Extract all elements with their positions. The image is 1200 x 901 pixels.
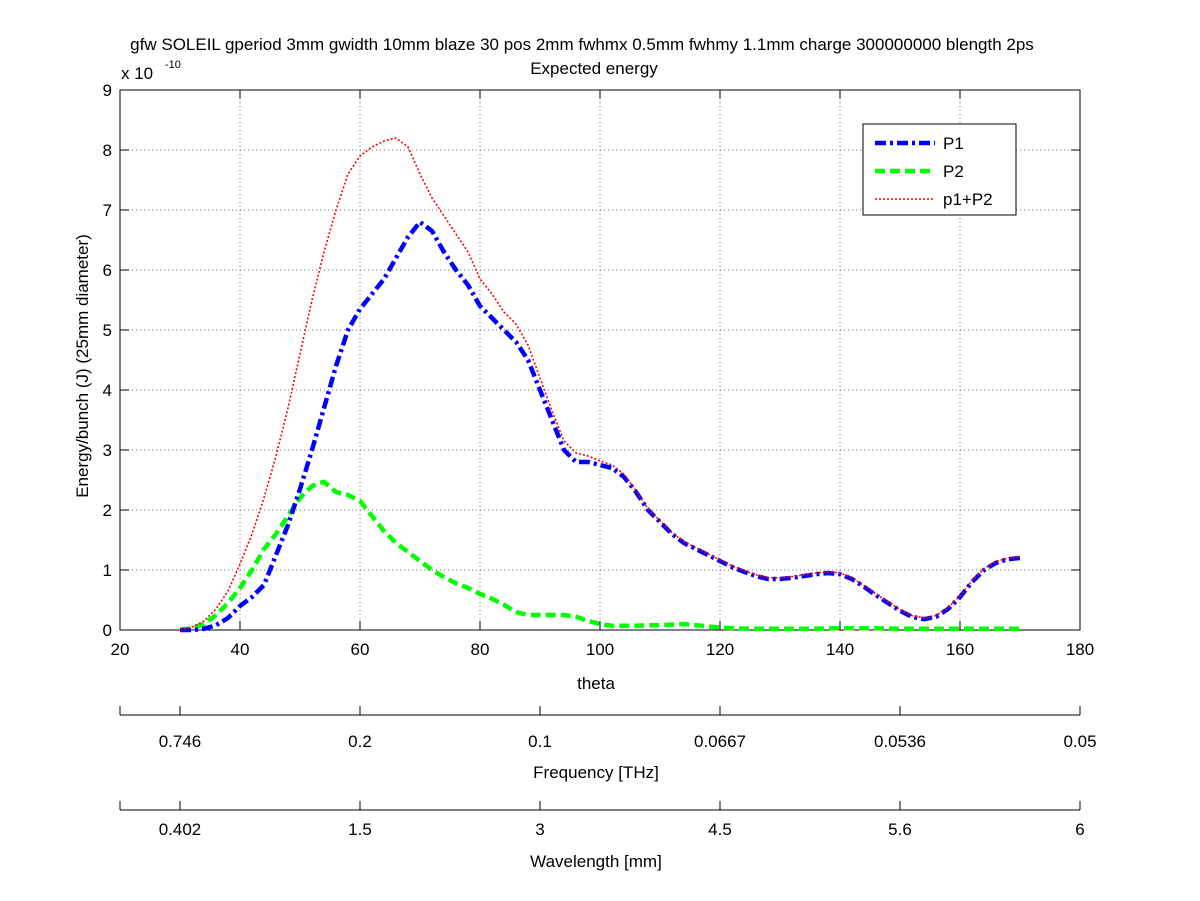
x-tick-label: 160 — [946, 640, 974, 659]
axes: 20 40 60 80 100 120 140 160 180 0 1 2 3 4 5 6 7 8 9 — [103, 81, 1095, 659]
wavelength-axis-label: Wavelength [mm] — [530, 852, 662, 871]
y-tick-label: 8 — [103, 141, 112, 160]
y-tick-label: 3 — [103, 441, 112, 460]
y-axis-label: Energy/bunch (J) (25mm diameter) — [73, 234, 92, 498]
wavelength-tick-label: 6 — [1075, 820, 1084, 839]
y-multiplier: x 10 -10 — [121, 59, 181, 83]
series-line-p1-p2 — [179, 137, 1021, 631]
legend-entry-label: P1 — [943, 134, 964, 153]
x-tick-label: 100 — [586, 640, 614, 659]
series-layer — [179, 137, 1021, 633]
chart-title: gfw SOLEIL gperiod 3mm gwidth 10mm blaze… — [130, 35, 1034, 54]
legend-entry-label: p1+P2 — [943, 190, 993, 209]
frequency-tick-label: 0.0667 — [694, 732, 746, 751]
x-axis-label: theta — [577, 674, 615, 693]
wavelength-tick-label: 3 — [535, 820, 544, 839]
y-tick-label: 2 — [103, 501, 112, 520]
frequency-tick-label: 0.746 — [159, 732, 202, 751]
x-tick-label: 120 — [706, 640, 734, 659]
chart-subtitle: Expected energy — [530, 59, 658, 78]
y-multiplier-base: x 10 — [121, 64, 153, 83]
x-tick-label: 80 — [471, 640, 490, 659]
wavelength-tick-label: 5.6 — [888, 820, 912, 839]
y-tick-label: 7 — [103, 201, 112, 220]
y-tick-label: 0 — [103, 621, 112, 640]
y-tick-label: 4 — [103, 381, 112, 400]
x-tick-label: 40 — [231, 640, 250, 659]
y-tick-label: 6 — [103, 261, 112, 280]
legend-entry-label: P2 — [943, 162, 964, 181]
series-line-p1 — [180, 219, 1021, 633]
frequency-tick-label: 0.0536 — [874, 732, 926, 751]
y-tick-label: 1 — [103, 561, 112, 580]
frequency-axis-label: Frequency [THz] — [533, 763, 659, 782]
wavelength-tick-label: 4.5 — [708, 820, 732, 839]
secondary-axes: 0.746 0.2 0.1 0.0667 0.0536 0.05 Frequency [TH… — [119, 706, 1097, 871]
x-tick-label: 140 — [826, 640, 854, 659]
legend: P1 P2 p1+P2 — [862, 123, 1017, 216]
x-tick-label: 20 — [111, 640, 130, 659]
y-tick-label: 5 — [103, 321, 112, 340]
frequency-tick-label: 0.05 — [1063, 732, 1096, 751]
frequency-tick-label: 0.1 — [528, 732, 552, 751]
x-tick-label: 60 — [351, 640, 370, 659]
y-multiplier-exponent: -10 — [165, 59, 181, 71]
frequency-tick-label: 0.2 — [348, 732, 372, 751]
x-tick-label: 180 — [1066, 640, 1094, 659]
wavelength-tick-label: 0.402 — [159, 820, 202, 839]
wavelength-tick-label: 1.5 — [348, 820, 372, 839]
legend-box — [862, 123, 1017, 216]
y-tick-label: 9 — [103, 81, 112, 100]
